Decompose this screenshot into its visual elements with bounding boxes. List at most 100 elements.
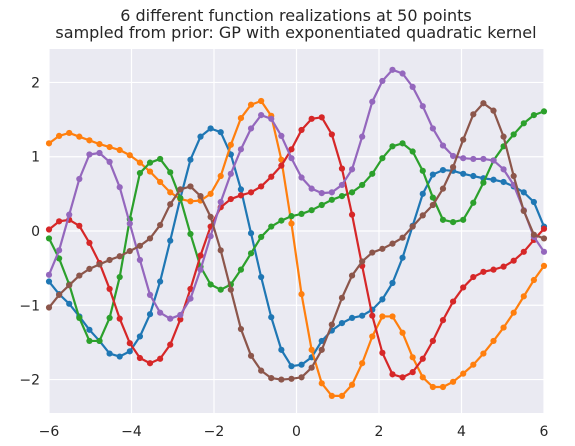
data-point (298, 210, 305, 218)
data-point (278, 346, 285, 353)
data-point (308, 115, 315, 122)
data-point (177, 311, 184, 319)
data-point (369, 170, 376, 177)
data-point (106, 285, 113, 293)
data-point (258, 97, 265, 105)
data-point (338, 320, 346, 327)
data-point (86, 265, 93, 272)
data-point (258, 367, 265, 374)
data-point (116, 273, 123, 281)
data-point (106, 158, 113, 166)
data-point (328, 321, 335, 328)
data-point (449, 378, 457, 385)
data-point (86, 326, 93, 333)
data-point (348, 381, 356, 388)
data-point (348, 189, 356, 196)
data-point (449, 164, 457, 171)
data-point (288, 363, 295, 370)
data-point (348, 314, 356, 322)
data-point (66, 211, 73, 218)
y-tick-label: −2 (19, 373, 40, 389)
data-point (460, 170, 467, 177)
data-point (96, 261, 103, 268)
data-point (470, 273, 477, 281)
data-point (328, 189, 335, 196)
data-point (308, 185, 315, 192)
data-point (338, 192, 346, 200)
data-point (167, 315, 174, 322)
y-tick-label: 2 (31, 75, 40, 91)
data-point (520, 207, 527, 215)
data-point (237, 192, 245, 199)
data-point (126, 340, 133, 347)
data-point (126, 247, 133, 255)
data-point (247, 125, 255, 132)
data-point (227, 195, 234, 203)
data-point (439, 185, 447, 192)
data-point (45, 278, 53, 285)
data-point (369, 312, 376, 319)
data-point (45, 235, 53, 242)
data-point (227, 286, 234, 293)
data-point (167, 237, 174, 244)
data-point (520, 189, 527, 196)
data-point (187, 230, 194, 238)
data-point (146, 291, 154, 298)
data-point (379, 349, 386, 356)
data-point (460, 216, 467, 223)
data-point (187, 295, 194, 302)
data-point (359, 360, 366, 367)
data-point (480, 179, 487, 186)
data-point (217, 286, 224, 293)
data-point (187, 183, 194, 190)
data-point (389, 313, 396, 320)
data-point (298, 126, 305, 134)
data-point (439, 216, 447, 223)
data-point (419, 355, 426, 362)
data-point (288, 155, 295, 162)
data-point (66, 129, 73, 137)
data-point (490, 157, 497, 164)
data-point (399, 140, 406, 147)
series-2 (45, 97, 548, 400)
data-point (288, 213, 295, 220)
data-point (76, 222, 83, 229)
data-point (278, 132, 285, 140)
data-point (116, 353, 123, 360)
data-point (318, 380, 325, 387)
x-tick-label: −4 (121, 424, 142, 440)
data-point (136, 159, 144, 166)
data-point (136, 169, 144, 177)
data-point (338, 181, 346, 189)
data-point (328, 131, 335, 138)
data-point (116, 315, 123, 322)
data-point (76, 314, 83, 322)
data-point (540, 225, 548, 232)
data-point (399, 329, 406, 336)
y-tick-label: 1 (31, 150, 40, 166)
data-point (136, 256, 144, 264)
data-point (116, 146, 123, 154)
data-point (470, 361, 477, 368)
data-point (247, 101, 255, 108)
data-point (369, 249, 376, 256)
data-point (298, 374, 305, 381)
data-point (157, 178, 164, 186)
data-point (409, 369, 416, 376)
data-point (460, 284, 467, 291)
data-point (359, 258, 366, 265)
data-point (247, 250, 255, 257)
data-point (318, 337, 325, 345)
data-point (308, 207, 315, 214)
data-point (359, 312, 366, 319)
data-point (530, 231, 537, 238)
data-point (460, 136, 467, 143)
data-point (379, 245, 386, 252)
data-point (157, 278, 164, 285)
data-point (157, 355, 164, 362)
data-point (449, 152, 457, 160)
data-point (146, 235, 154, 242)
data-point (338, 294, 346, 301)
data-point (116, 184, 123, 191)
data-point (217, 129, 224, 136)
